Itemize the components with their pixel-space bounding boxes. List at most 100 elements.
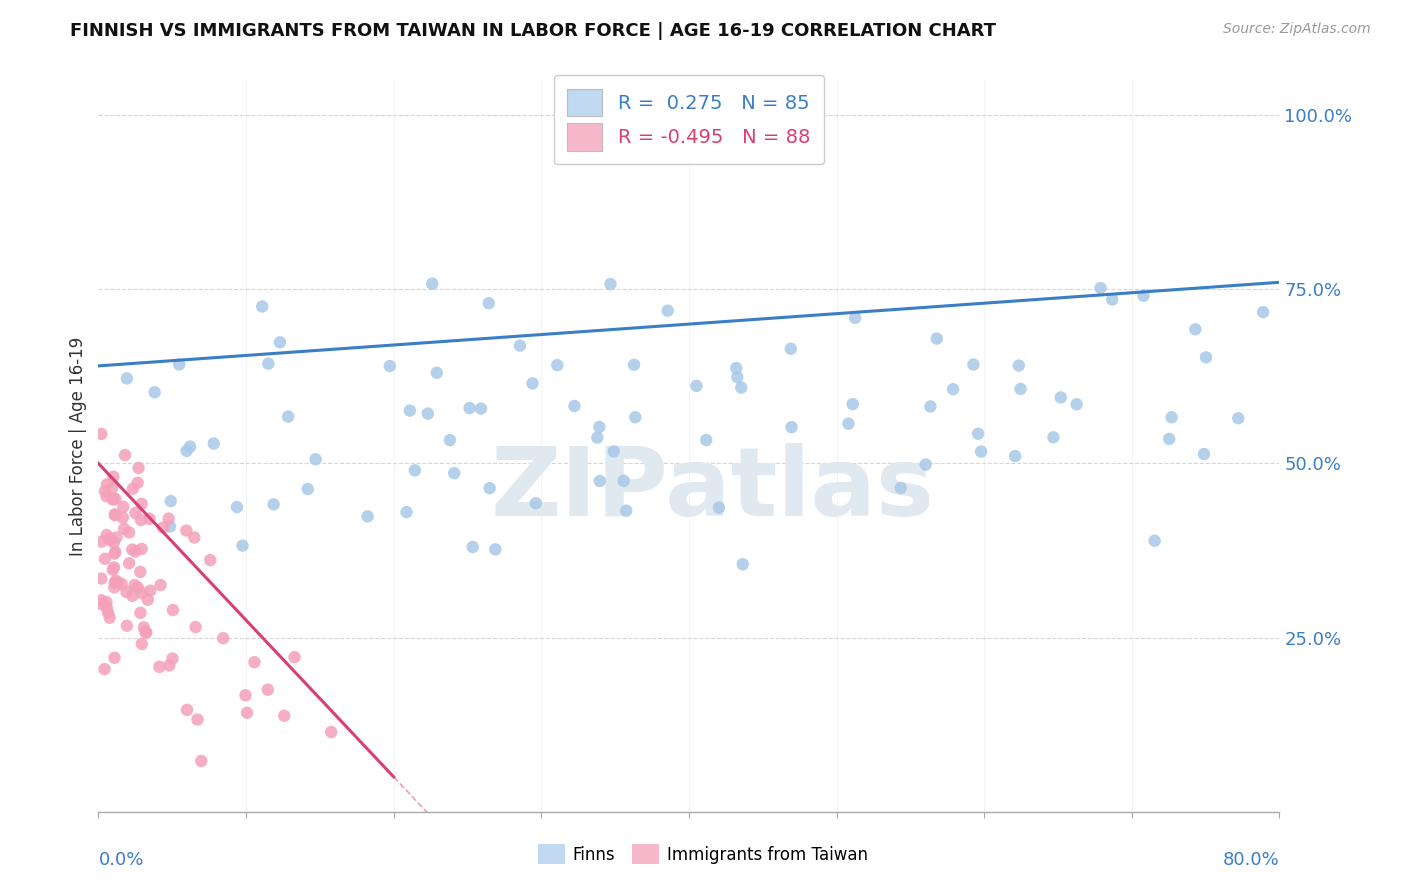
Point xyxy=(586,431,609,445)
Text: FINNISH VS IMMIGRANTS FROM TAIWAN IN LABOR FORCE | AGE 16-19 CORRELATION CHART: FINNISH VS IMMIGRANTS FROM TAIWAN IN LAB… xyxy=(70,22,997,40)
Point xyxy=(162,603,184,617)
Point xyxy=(104,575,127,590)
Point xyxy=(235,688,257,702)
Point xyxy=(131,541,153,556)
Point xyxy=(131,586,153,600)
Point xyxy=(159,519,181,533)
Point xyxy=(176,524,198,538)
Point xyxy=(962,358,984,372)
Point xyxy=(484,542,506,557)
Point xyxy=(478,481,501,495)
Point xyxy=(395,505,418,519)
Point xyxy=(780,420,803,434)
Point xyxy=(101,481,124,495)
Point xyxy=(104,508,127,523)
Point xyxy=(589,474,612,488)
Point xyxy=(426,366,449,380)
Text: Source: ZipAtlas.com: Source: ZipAtlas.com xyxy=(1223,22,1371,37)
Point xyxy=(200,553,222,567)
Point xyxy=(564,399,586,413)
Point xyxy=(104,508,127,522)
Point xyxy=(143,385,166,400)
Point xyxy=(522,376,544,391)
Point xyxy=(103,469,125,483)
Point xyxy=(321,725,343,739)
Point xyxy=(127,475,149,490)
Point xyxy=(725,370,748,384)
Point xyxy=(841,397,863,411)
Point xyxy=(623,358,645,372)
Point xyxy=(695,433,717,447)
Point xyxy=(124,506,146,520)
Point xyxy=(190,754,212,768)
Point xyxy=(136,592,159,607)
Point xyxy=(920,400,942,414)
Point xyxy=(121,589,143,603)
Point xyxy=(96,600,118,615)
Point xyxy=(98,611,121,625)
Point xyxy=(131,497,153,511)
Point xyxy=(725,361,748,376)
Point xyxy=(134,624,156,639)
Point xyxy=(470,401,492,416)
Point xyxy=(404,463,426,477)
Point xyxy=(509,339,531,353)
Point xyxy=(297,482,319,496)
Point xyxy=(162,651,184,665)
Point xyxy=(1090,281,1112,295)
Point xyxy=(256,682,278,697)
Point xyxy=(98,533,121,547)
Point xyxy=(176,443,198,458)
Point xyxy=(624,410,647,425)
Point xyxy=(925,332,948,346)
Point xyxy=(1008,359,1031,373)
Point xyxy=(1160,410,1182,425)
Point xyxy=(942,382,965,396)
Legend: R =  0.275   N = 85, R = -0.495   N = 88: R = 0.275 N = 85, R = -0.495 N = 88 xyxy=(554,75,824,164)
Point xyxy=(103,580,125,594)
Point xyxy=(97,606,120,620)
Point xyxy=(104,574,127,588)
Point xyxy=(103,547,125,561)
Point xyxy=(100,532,122,546)
Point xyxy=(107,575,129,590)
Point xyxy=(657,303,679,318)
Point xyxy=(135,625,157,640)
Point xyxy=(1132,289,1154,303)
Point xyxy=(111,510,134,524)
Point xyxy=(90,534,112,549)
Point xyxy=(90,572,112,586)
Point xyxy=(184,620,207,634)
Point xyxy=(115,585,138,599)
Point xyxy=(524,496,547,510)
Point xyxy=(967,426,990,441)
Text: 0.0%: 0.0% xyxy=(98,851,143,869)
Point xyxy=(707,500,730,515)
Point xyxy=(277,409,299,424)
Y-axis label: In Labor Force | Age 16-19: In Labor Force | Age 16-19 xyxy=(69,336,87,556)
Point xyxy=(96,489,118,503)
Point xyxy=(603,444,626,458)
Point xyxy=(416,407,439,421)
Point xyxy=(263,497,285,511)
Point xyxy=(127,581,149,595)
Point xyxy=(273,708,295,723)
Point xyxy=(167,358,190,372)
Point xyxy=(112,500,135,514)
Point xyxy=(252,300,274,314)
Point xyxy=(439,433,461,447)
Point xyxy=(613,474,636,488)
Point xyxy=(132,620,155,634)
Point xyxy=(179,440,201,454)
Point xyxy=(1159,432,1181,446)
Point xyxy=(94,551,117,566)
Point xyxy=(443,466,465,480)
Point xyxy=(124,544,146,558)
Point xyxy=(111,577,134,591)
Point xyxy=(356,509,378,524)
Point xyxy=(1251,305,1274,319)
Point xyxy=(159,494,181,508)
Point xyxy=(96,528,118,542)
Point xyxy=(157,511,180,525)
Point xyxy=(101,563,124,577)
